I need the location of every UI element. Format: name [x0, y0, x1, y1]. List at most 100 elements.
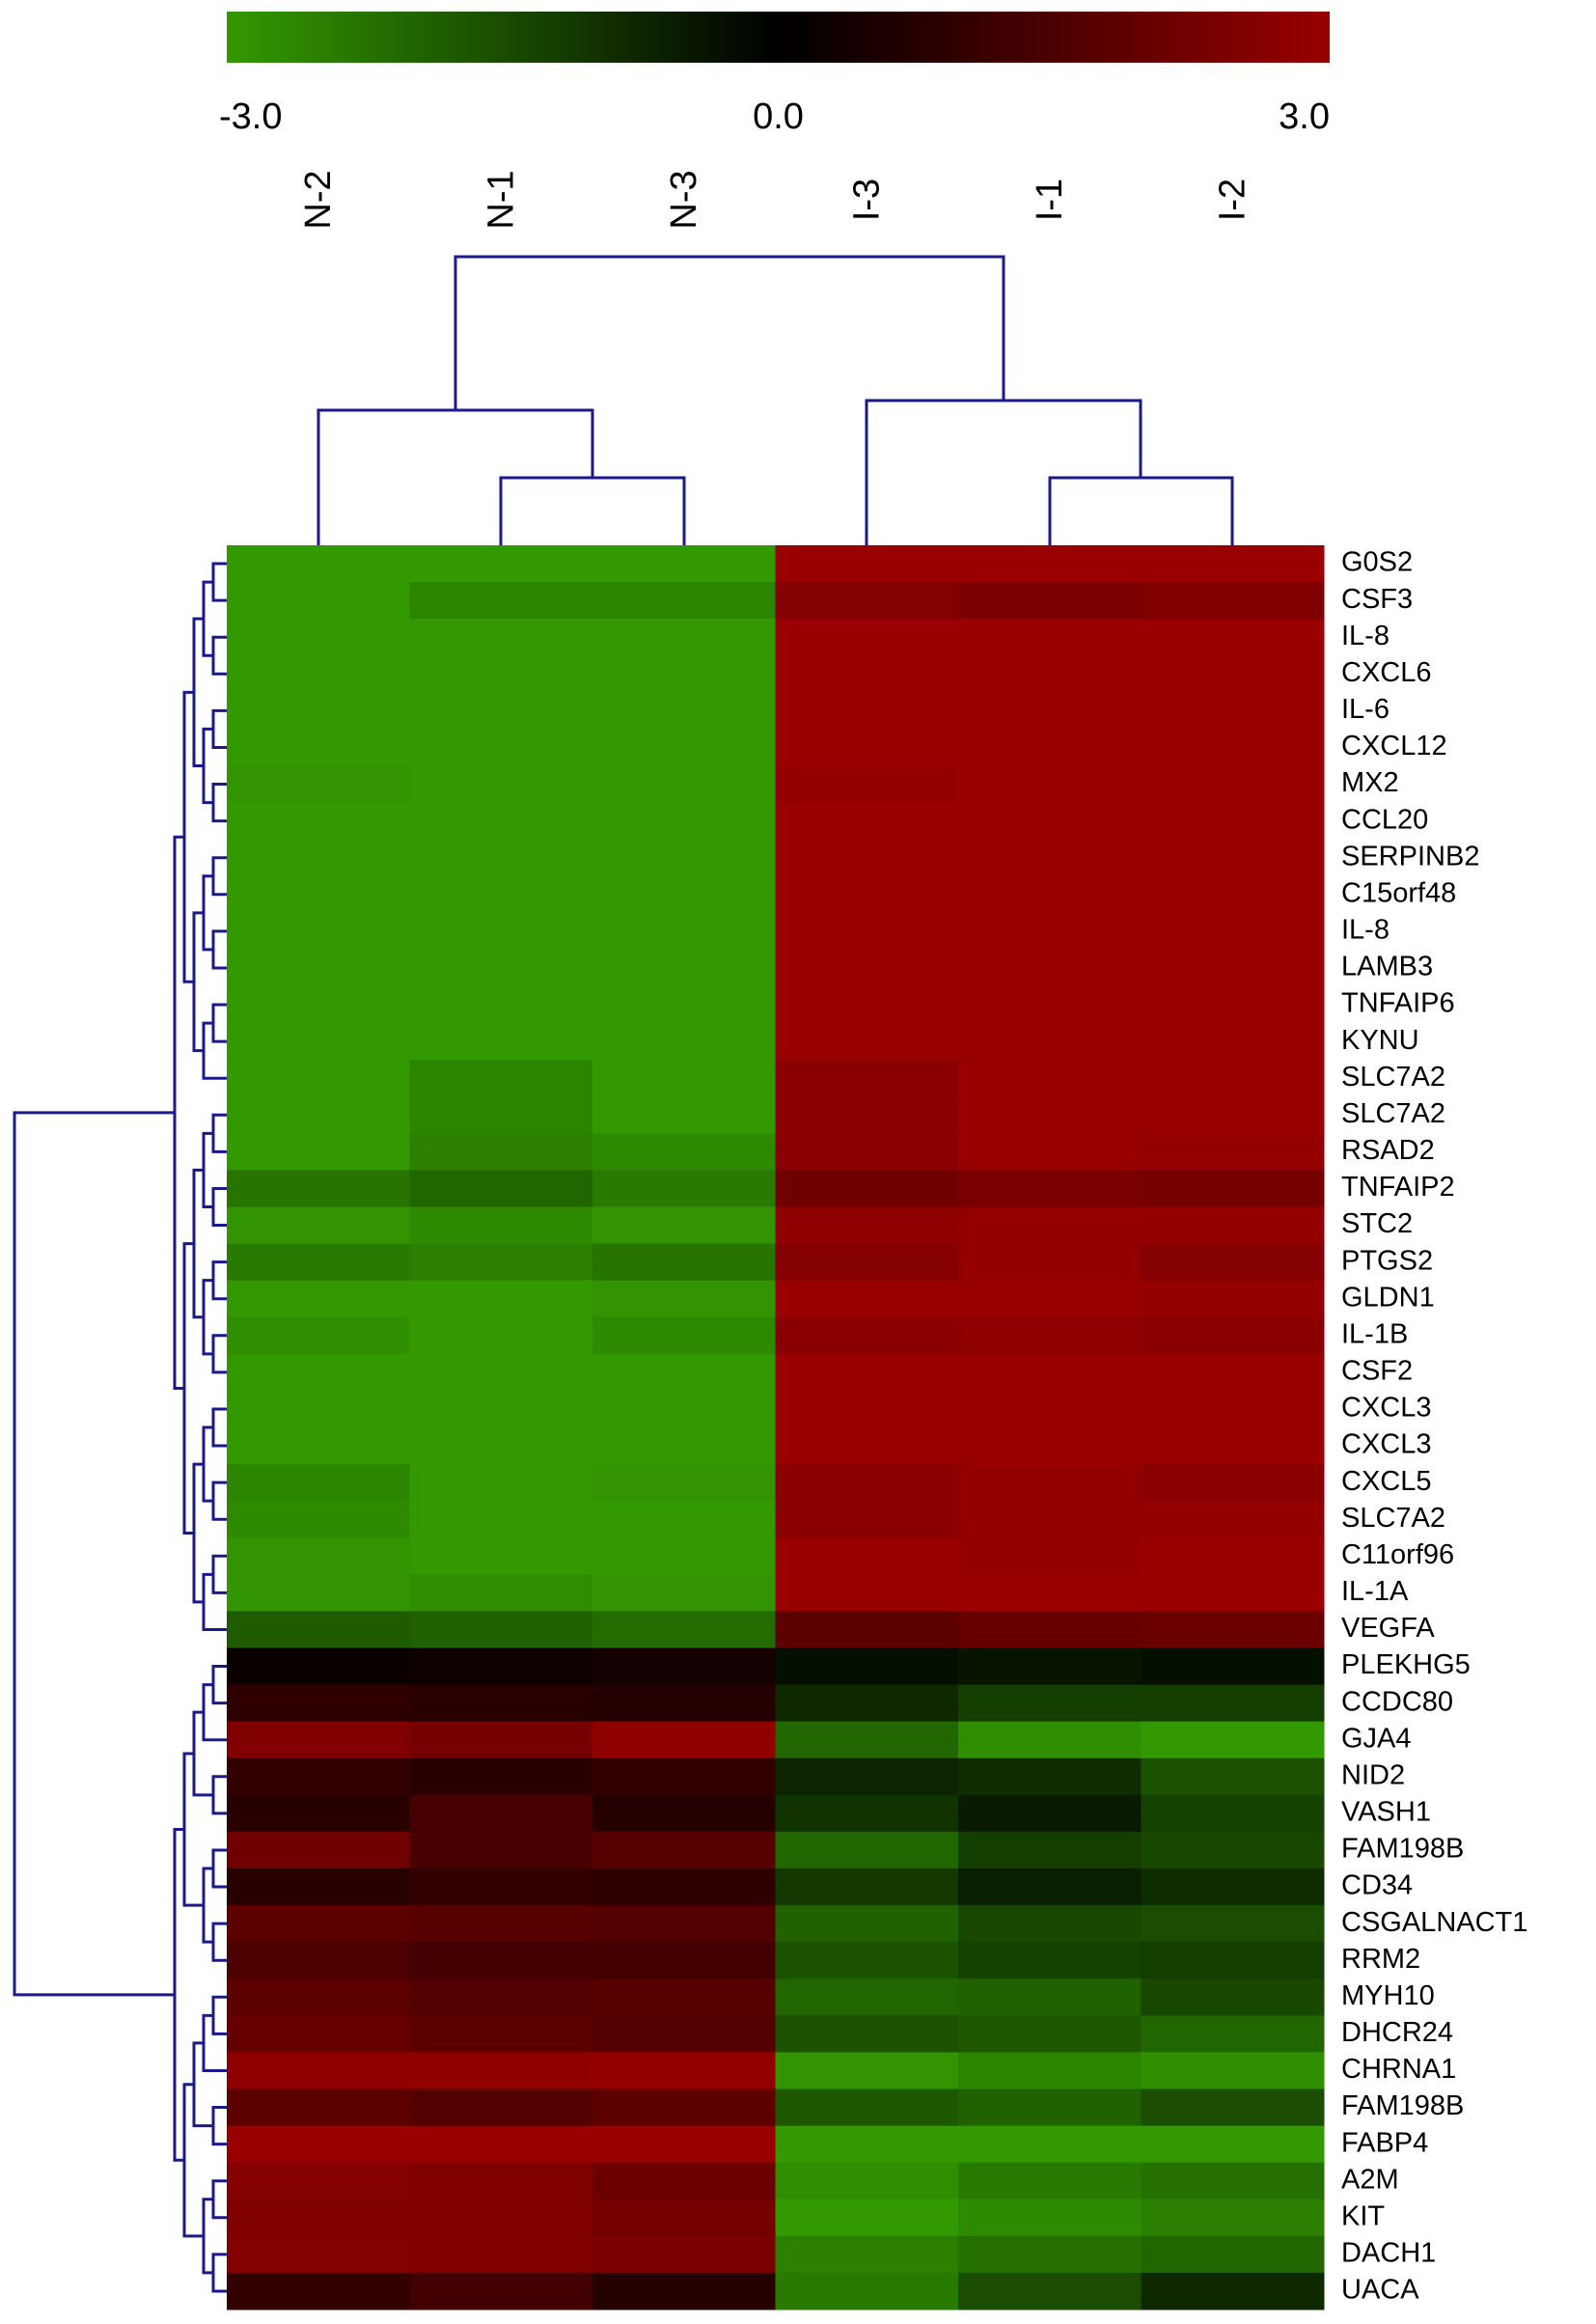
heatmap-cell: [227, 582, 410, 620]
heatmap-cell: [1141, 1831, 1325, 1869]
heatmap-cell: [409, 1243, 593, 1282]
row-label: CCL20: [1341, 804, 1428, 835]
heatmap-cell: [409, 692, 593, 730]
row-label: GJA4: [1341, 1723, 1412, 1754]
heatmap-cell: [775, 875, 959, 914]
heatmap-cell: [1141, 1464, 1325, 1502]
heatmap-cell: [1141, 2199, 1325, 2237]
heatmap-cell: [775, 2235, 959, 2274]
heatmap-cell: [1141, 949, 1325, 987]
heatmap-cell: [958, 1794, 1142, 1833]
heatmap-cell: [227, 986, 410, 1024]
heatmap-cell: [592, 1647, 776, 1686]
heatmap-cell: [227, 1574, 410, 1612]
heatmap-cell: [775, 1170, 959, 1207]
heatmap-cell: [227, 1060, 410, 1097]
heatmap-cell: [592, 1316, 776, 1355]
heatmap-cell: [592, 1206, 776, 1245]
heatmap-cell: [592, 692, 776, 730]
heatmap-cell: [1141, 1868, 1325, 1906]
heatmap-cell: [227, 1537, 410, 1575]
heatmap-cell: [775, 582, 959, 620]
heatmap-cell: [409, 986, 593, 1024]
column-label: I-2: [1212, 179, 1252, 221]
heatmap-cell: [227, 2272, 410, 2310]
heatmap-cell: [958, 1537, 1142, 1575]
heatmap-cell: [227, 692, 410, 730]
row-label: CHRNA1: [1341, 2054, 1456, 2085]
heatmap-cell: [1141, 1794, 1325, 1833]
heatmap-cell: [1141, 1427, 1325, 1465]
row-label: MYH10: [1341, 1980, 1435, 2011]
row-label: MX2: [1341, 767, 1399, 798]
heatmap-cell: [409, 655, 593, 693]
heatmap-cell: [227, 1023, 410, 1061]
heatmap-cell: [775, 1464, 959, 1502]
heatmap-cell: [1141, 1243, 1325, 1282]
heatmap-cell: [958, 986, 1142, 1024]
row-label: CSGALNACT1: [1341, 1907, 1527, 1938]
heatmap-cell: [775, 2162, 959, 2200]
heatmap-cell: [592, 1280, 776, 1318]
heatmap-cell: [775, 839, 959, 877]
heatmap-cell: [227, 2052, 410, 2089]
heatmap-cell: [592, 912, 776, 951]
heatmap-cell: [958, 1831, 1142, 1869]
heatmap-cell: [409, 839, 593, 877]
heatmap-cell: [592, 2272, 776, 2310]
row-label: IL-1A: [1341, 1576, 1409, 1607]
heatmap-cell: [1141, 1316, 1325, 1355]
heatmap-cell: [1141, 1537, 1325, 1575]
heatmap-cell: [592, 1868, 776, 1906]
heatmap-cell: [409, 2015, 593, 2053]
heatmap-cell: [775, 1684, 959, 1723]
heatmap-cell: [775, 1427, 959, 1465]
heatmap-cell: [592, 875, 776, 914]
column-label: I-3: [846, 179, 887, 221]
heatmap-cell: [958, 1133, 1142, 1171]
column-label: N-3: [664, 170, 704, 229]
heatmap-cell: [409, 1390, 593, 1428]
row-label: KIT: [1341, 2200, 1385, 2231]
heatmap-cell: [592, 839, 776, 877]
heatmap-cell: [958, 655, 1142, 693]
heatmap-cell: [409, 1611, 593, 1648]
heatmap-cell: [775, 1942, 959, 1979]
heatmap-cell: [592, 1427, 776, 1465]
heatmap-cell: [592, 2235, 776, 2274]
heatmap-cell: [227, 1427, 410, 1465]
heatmap-cell: [227, 1243, 410, 1282]
heatmap-cell: [227, 1280, 410, 1318]
heatmap-cell: [592, 1353, 776, 1392]
heatmap-cell: [592, 1243, 776, 1282]
heatmap-cell: [409, 1647, 593, 1686]
heatmap-cell: [592, 2089, 776, 2127]
heatmap-cell: [958, 2125, 1142, 2164]
heatmap-cell: [775, 2052, 959, 2089]
heatmap-cell: [958, 2052, 1142, 2089]
heatmap-cell: [592, 986, 776, 1024]
heatmap-cell: [592, 729, 776, 766]
heatmap-cell: [1141, 1978, 1325, 2016]
row-label: IL-1B: [1341, 1318, 1408, 1349]
row-label: SLC7A2: [1341, 1503, 1445, 1534]
heatmap-cell: [1141, 1574, 1325, 1612]
row-label: A2M: [1341, 2164, 1399, 2195]
heatmap-cell: [958, 692, 1142, 730]
heatmap-cell: [227, 2199, 410, 2237]
heatmap-cell: [592, 1942, 776, 1979]
row-dendrogram: [13, 562, 227, 2293]
heatmap-cell: [227, 1353, 410, 1392]
row-label: GLDN1: [1341, 1282, 1435, 1313]
heatmap-cell: [958, 1353, 1142, 1392]
colorbar-tick-label: 0.0: [753, 97, 804, 137]
heatmap-cell: [592, 545, 776, 583]
heatmap-cell: [775, 729, 959, 766]
heatmap-cell: [227, 802, 410, 841]
heatmap-cell: [409, 2089, 593, 2127]
heatmap-cell: [592, 1905, 776, 1943]
heatmap-cell: [958, 1280, 1142, 1318]
heatmap-cell: [958, 1574, 1142, 1612]
heatmap-cell: [227, 729, 410, 766]
